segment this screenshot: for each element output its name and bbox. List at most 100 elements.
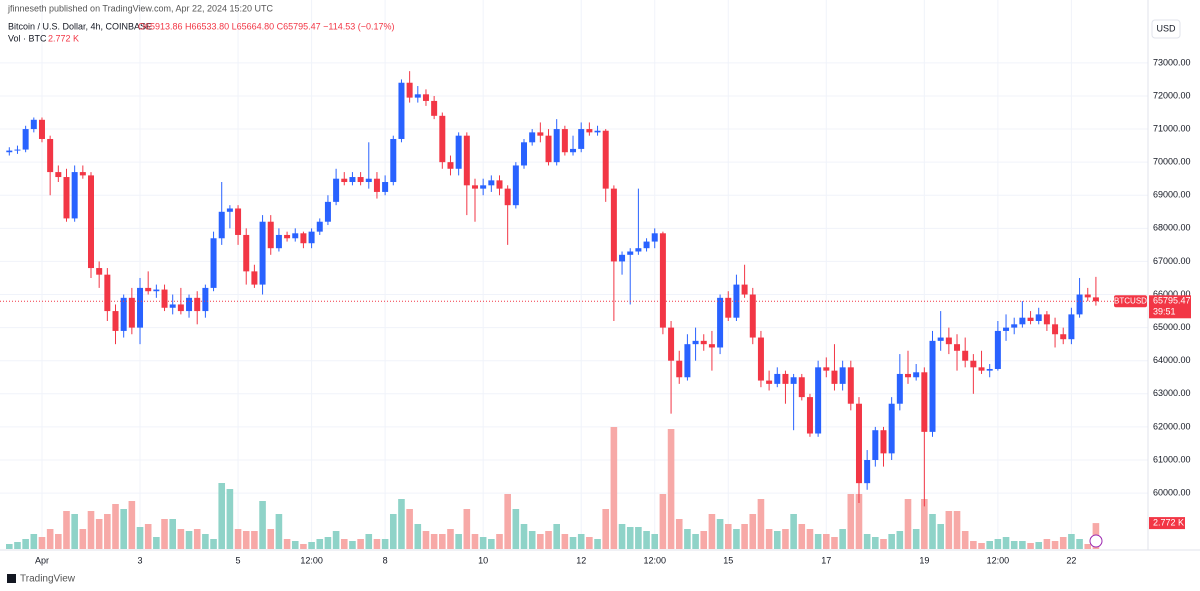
volume-bar xyxy=(528,531,536,549)
candle-body xyxy=(1019,317,1026,325)
volume-bar xyxy=(741,524,748,549)
candle-body xyxy=(561,129,568,153)
volume-bar xyxy=(626,527,634,549)
publisher: jfinneseth published on TradingView.com,… xyxy=(7,3,274,13)
volume-bar xyxy=(945,511,953,549)
candle-body xyxy=(47,138,54,173)
volume-bar xyxy=(357,539,364,549)
volume-bar xyxy=(684,529,691,549)
volume-bar xyxy=(602,509,610,549)
volume-bar xyxy=(120,509,127,549)
candle-body xyxy=(373,178,380,192)
volume-bar xyxy=(283,539,291,549)
y-tick-label: 62000.00 xyxy=(1153,421,1191,431)
volume-bar xyxy=(610,427,618,549)
volume-bar xyxy=(635,527,642,549)
candle-body xyxy=(463,135,470,186)
volume-bar xyxy=(904,499,912,549)
volume-bar xyxy=(414,524,422,549)
candle-body xyxy=(921,372,928,432)
volume-bar xyxy=(667,429,675,549)
candle-body xyxy=(668,327,675,361)
candle-body xyxy=(521,142,528,166)
volume-bar xyxy=(87,511,95,549)
volume-bar xyxy=(128,501,136,549)
candle-body xyxy=(300,233,307,244)
candle-body xyxy=(1035,314,1042,321)
volume-bar xyxy=(144,524,152,549)
candle-body xyxy=(71,172,78,219)
candle-body xyxy=(700,340,707,345)
y-tick-label: 71000.00 xyxy=(1153,123,1191,133)
candle-body xyxy=(537,132,544,136)
volume-bar xyxy=(839,529,846,549)
volume-bar xyxy=(855,494,863,549)
candle-body xyxy=(586,129,593,133)
volume-bar xyxy=(970,541,977,549)
candle-body xyxy=(161,289,168,308)
candle-body xyxy=(316,221,323,232)
candle-body xyxy=(929,340,936,432)
alert-icon[interactable] xyxy=(1089,534,1103,548)
volume-bar xyxy=(308,542,315,549)
candle-body xyxy=(888,403,895,454)
candle-body xyxy=(602,130,609,189)
volume-bar xyxy=(994,539,1002,549)
candle-body xyxy=(194,297,201,312)
candle-body xyxy=(210,238,217,288)
volume-bar xyxy=(651,534,659,549)
candle-body xyxy=(610,188,617,262)
candle-body xyxy=(153,289,160,292)
volume-bar xyxy=(814,534,822,549)
candle-body xyxy=(676,360,683,378)
candle-body xyxy=(872,430,879,460)
candle-body xyxy=(96,268,103,275)
volume-bar xyxy=(112,504,119,549)
volume-bar xyxy=(1059,537,1067,549)
candle-body xyxy=(954,344,961,351)
candle-body xyxy=(1076,294,1083,315)
candle-body xyxy=(1003,327,1010,331)
candle-body xyxy=(806,397,813,434)
candle-body xyxy=(398,82,405,139)
candle-body xyxy=(945,337,952,345)
x-tick-label: 19 xyxy=(919,555,929,565)
candle-body xyxy=(570,148,577,153)
candle-body xyxy=(243,234,250,272)
candle-body xyxy=(594,130,601,133)
candle-body xyxy=(749,294,756,338)
y-tick-label: 73000.00 xyxy=(1153,57,1191,67)
volume-bar xyxy=(1027,543,1034,549)
volume-bar xyxy=(300,544,307,549)
ohlc-line: O65913.86 H66533.80 L65664.80 C65795.47 … xyxy=(138,21,395,31)
candle-body xyxy=(994,330,1001,369)
volume-bar xyxy=(512,509,520,549)
x-tick-label: 22 xyxy=(1066,555,1076,565)
candle-body xyxy=(267,221,274,249)
volume-bar xyxy=(136,527,144,549)
candle-body xyxy=(757,337,764,381)
candle-body xyxy=(512,165,519,206)
x-tick-label: 8 xyxy=(383,555,388,565)
volume-bar xyxy=(275,514,283,549)
volume-bar xyxy=(104,514,111,549)
candle-body xyxy=(308,231,315,244)
volume-bar xyxy=(430,534,438,549)
candle-body xyxy=(1084,294,1091,298)
candle-body xyxy=(169,304,176,308)
candle-body xyxy=(186,297,193,312)
candle-body xyxy=(880,430,887,454)
candle-body xyxy=(63,177,70,219)
currency[interactable]: USD xyxy=(1156,23,1176,33)
candle-body xyxy=(275,234,282,249)
currency-button[interactable] xyxy=(1151,19,1181,39)
candle-body xyxy=(635,248,642,252)
brand: TradingView xyxy=(20,574,76,585)
volume-bar xyxy=(618,524,626,549)
candle-body xyxy=(6,150,13,153)
candle-body xyxy=(913,372,920,378)
candle-body xyxy=(202,287,209,312)
volume-bar xyxy=(422,531,430,549)
candle-body xyxy=(382,182,389,192)
